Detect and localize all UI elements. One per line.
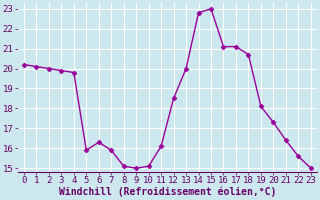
X-axis label: Windchill (Refroidissement éolien,°C): Windchill (Refroidissement éolien,°C) xyxy=(59,187,276,197)
